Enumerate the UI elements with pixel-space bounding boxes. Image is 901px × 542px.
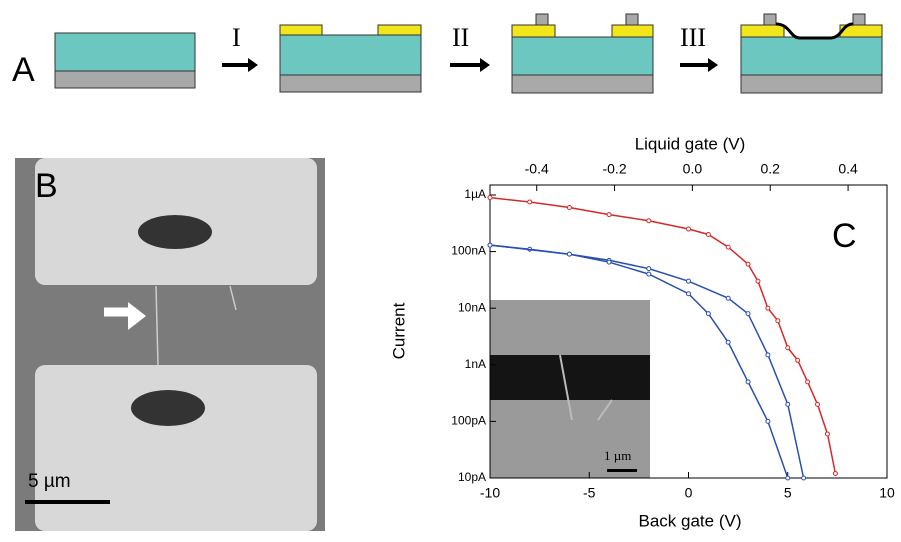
point	[687, 227, 691, 231]
y-tick-label: 100nA	[451, 244, 486, 258]
point	[488, 243, 492, 247]
arrow-head	[248, 58, 258, 72]
step-label: II	[452, 23, 469, 52]
point	[607, 260, 611, 264]
x2-tick-label: 0.2	[761, 161, 781, 177]
point	[833, 472, 837, 476]
x2-tick-label: -0.4	[525, 161, 549, 177]
point	[706, 233, 710, 237]
point	[687, 292, 691, 296]
point	[746, 380, 750, 384]
x-axis-label: Back gate (V)	[639, 511, 742, 530]
figure: A I II III	[0, 0, 901, 542]
point	[786, 476, 790, 480]
scale-bar-label: 5 µm	[28, 471, 71, 492]
panel-label: C	[832, 217, 857, 255]
point	[746, 262, 750, 266]
point	[647, 272, 651, 276]
point	[776, 319, 780, 323]
point	[766, 306, 770, 310]
y-tick-label: 10pA	[458, 470, 486, 484]
stage-2	[280, 25, 421, 92]
point	[806, 380, 810, 384]
y-tick-label: 100pA	[451, 414, 486, 428]
stage-1	[55, 33, 195, 88]
y-tick-label: 10nA	[458, 300, 486, 314]
point	[802, 476, 806, 480]
x2-tick-label: -0.2	[602, 161, 626, 177]
stage-3	[512, 14, 653, 93]
y-tick-label: 1nA	[465, 357, 486, 371]
x2-axis-label: Liquid gate (V)	[635, 134, 746, 153]
point	[706, 312, 710, 316]
point	[607, 213, 611, 217]
panel-label: A	[12, 51, 35, 89]
x2-tick-label: 0.4	[838, 161, 858, 177]
point	[786, 346, 790, 350]
x-tick-label: -5	[583, 485, 596, 501]
point	[766, 353, 770, 357]
point	[528, 200, 532, 204]
point	[647, 219, 651, 223]
step-label: I	[232, 23, 241, 52]
point	[687, 279, 691, 283]
arrow-head	[480, 58, 490, 72]
stage-4	[741, 14, 882, 93]
y-tick-label: 1µA	[464, 187, 486, 201]
x-tick-label: 0	[685, 485, 693, 501]
inset-scale-label: 1 µm	[604, 448, 631, 463]
point	[746, 312, 750, 316]
point	[567, 252, 571, 256]
arrow-head	[708, 58, 718, 72]
point	[786, 402, 790, 406]
point	[766, 419, 770, 423]
step-label: III	[680, 23, 706, 52]
point	[825, 432, 829, 436]
point	[567, 206, 571, 210]
y-axis-label: Current	[389, 302, 408, 359]
point	[816, 402, 820, 406]
x-tick-label: -10	[480, 485, 500, 501]
point	[647, 267, 651, 271]
point	[756, 279, 760, 283]
point	[488, 196, 492, 200]
panel-label: B	[35, 167, 58, 205]
x-tick-label: 10	[879, 485, 895, 501]
x-tick-label: 5	[784, 485, 792, 501]
point	[726, 245, 730, 249]
x2-tick-label: 0.0	[683, 161, 703, 177]
point	[726, 296, 730, 300]
point	[796, 358, 800, 362]
point	[726, 340, 730, 344]
